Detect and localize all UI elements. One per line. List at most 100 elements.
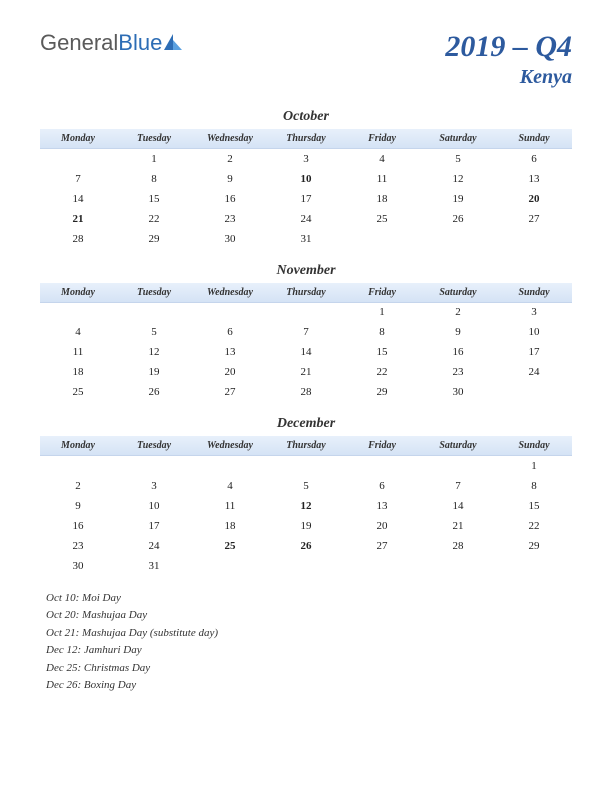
calendar-cell: 6	[496, 149, 572, 169]
holiday-entry: Dec 25: Christmas Day	[46, 660, 572, 678]
calendar-cell	[344, 229, 420, 249]
calendar-cell: 3	[116, 476, 192, 496]
calendar-row: 23242526272829	[40, 536, 572, 556]
calendar-cell: 17	[116, 516, 192, 536]
calendar-cell	[116, 456, 192, 476]
calendar-cell: 28	[420, 536, 496, 556]
logo: GeneralBlue	[40, 30, 182, 56]
calendar-cell: 28	[40, 229, 116, 249]
calendar-cell: 18	[40, 362, 116, 382]
calendar-cell: 11	[344, 169, 420, 189]
calendar-cell: 7	[420, 476, 496, 496]
calendar-table: MondayTuesdayWednesdayThursdayFridaySatu…	[40, 436, 572, 576]
calendar-cell: 12	[420, 169, 496, 189]
day-header: Wednesday	[192, 129, 268, 149]
calendar-cell: 15	[344, 342, 420, 362]
calendar-row: 45678910	[40, 322, 572, 342]
calendar-cell: 26	[116, 382, 192, 402]
calendar-cell: 10	[496, 322, 572, 342]
day-header: Tuesday	[116, 436, 192, 456]
calendar-cell: 21	[40, 209, 116, 229]
calendar-cell: 26	[268, 536, 344, 556]
calendar-cell: 15	[496, 496, 572, 516]
calendar-cell	[268, 456, 344, 476]
month-block: NovemberMondayTuesdayWednesdayThursdayFr…	[40, 263, 572, 403]
calendar-cell: 16	[40, 516, 116, 536]
calendar-cell: 22	[496, 516, 572, 536]
calendar-cell	[420, 229, 496, 249]
day-header: Monday	[40, 283, 116, 303]
calendar-cell: 31	[268, 229, 344, 249]
day-header: Sunday	[496, 129, 572, 149]
calendar-cell: 14	[268, 342, 344, 362]
calendar-cell: 18	[192, 516, 268, 536]
calendar-cell: 5	[268, 476, 344, 496]
month-name: December	[40, 416, 572, 432]
title-block: 2019 – Q4 Kenya	[445, 30, 572, 89]
calendar-cell: 16	[420, 342, 496, 362]
calendar-cell: 2	[40, 476, 116, 496]
calendar-cell: 27	[344, 536, 420, 556]
calendar-cell: 21	[268, 362, 344, 382]
calendar-row: 252627282930	[40, 382, 572, 402]
calendar-cell: 21	[420, 516, 496, 536]
calendar-cell: 3	[268, 149, 344, 169]
calendar-cell: 25	[192, 536, 268, 556]
day-header: Sunday	[496, 283, 572, 303]
calendar-cell: 22	[344, 362, 420, 382]
calendar-cell	[420, 556, 496, 576]
holiday-entry: Dec 12: Jamhuri Day	[46, 642, 572, 660]
calendar-cell: 9	[40, 496, 116, 516]
calendar-cell: 2	[420, 302, 496, 322]
calendar-cell: 27	[496, 209, 572, 229]
calendar-cell: 5	[420, 149, 496, 169]
calendar-cell: 27	[192, 382, 268, 402]
calendar-table: MondayTuesdayWednesdayThursdayFridaySatu…	[40, 283, 572, 403]
calendar-cell: 4	[344, 149, 420, 169]
day-header: Friday	[344, 129, 420, 149]
calendar-row: 28293031	[40, 229, 572, 249]
calendar-row: 3031	[40, 556, 572, 576]
calendar-cell: 24	[496, 362, 572, 382]
calendar-cell: 6	[192, 322, 268, 342]
day-header: Saturday	[420, 436, 496, 456]
calendar-cell: 23	[420, 362, 496, 382]
day-header: Monday	[40, 436, 116, 456]
calendar-cell: 30	[420, 382, 496, 402]
calendar-cell: 17	[268, 189, 344, 209]
month-block: December MondayTuesdayWednesdayThursdayFr…	[40, 416, 572, 576]
calendar-cell: 10	[116, 496, 192, 516]
calendar-cell: 12	[268, 496, 344, 516]
calendars-container: OctoberMondayTuesdayWednesdayThursdayFri…	[40, 109, 572, 576]
calendar-cell: 26	[420, 209, 496, 229]
calendar-cell: 25	[40, 382, 116, 402]
calendar-cell	[344, 556, 420, 576]
calendar-cell	[496, 229, 572, 249]
calendar-cell	[268, 556, 344, 576]
holiday-entry: Oct 20: Mashujaa Day	[46, 607, 572, 625]
calendar-row: 11121314151617	[40, 342, 572, 362]
calendar-cell: 6	[344, 476, 420, 496]
calendar-cell: 14	[420, 496, 496, 516]
holiday-entry: Oct 10: Moi Day	[46, 590, 572, 608]
calendar-cell: 20	[496, 189, 572, 209]
logo-text-general: General	[40, 30, 118, 56]
calendar-row: 123	[40, 302, 572, 322]
calendar-cell: 4	[192, 476, 268, 496]
calendar-cell: 28	[268, 382, 344, 402]
calendar-cell: 1	[344, 302, 420, 322]
day-header: Sunday	[496, 436, 572, 456]
calendar-cell: 19	[116, 362, 192, 382]
calendar-row: 78910111213	[40, 169, 572, 189]
calendar-row: 9101112131415	[40, 496, 572, 516]
calendar-cell: 29	[116, 229, 192, 249]
holiday-entry: Dec 26: Boxing Day	[46, 677, 572, 695]
calendar-row: 21222324252627	[40, 209, 572, 229]
holidays-list: Oct 10: Moi DayOct 20: Mashujaa DayOct 2…	[40, 590, 572, 696]
calendar-cell: 30	[192, 229, 268, 249]
calendar-cell: 15	[116, 189, 192, 209]
calendar-cell	[192, 456, 268, 476]
day-header: Tuesday	[116, 283, 192, 303]
calendar-cell	[496, 382, 572, 402]
calendar-cell: 1	[496, 456, 572, 476]
